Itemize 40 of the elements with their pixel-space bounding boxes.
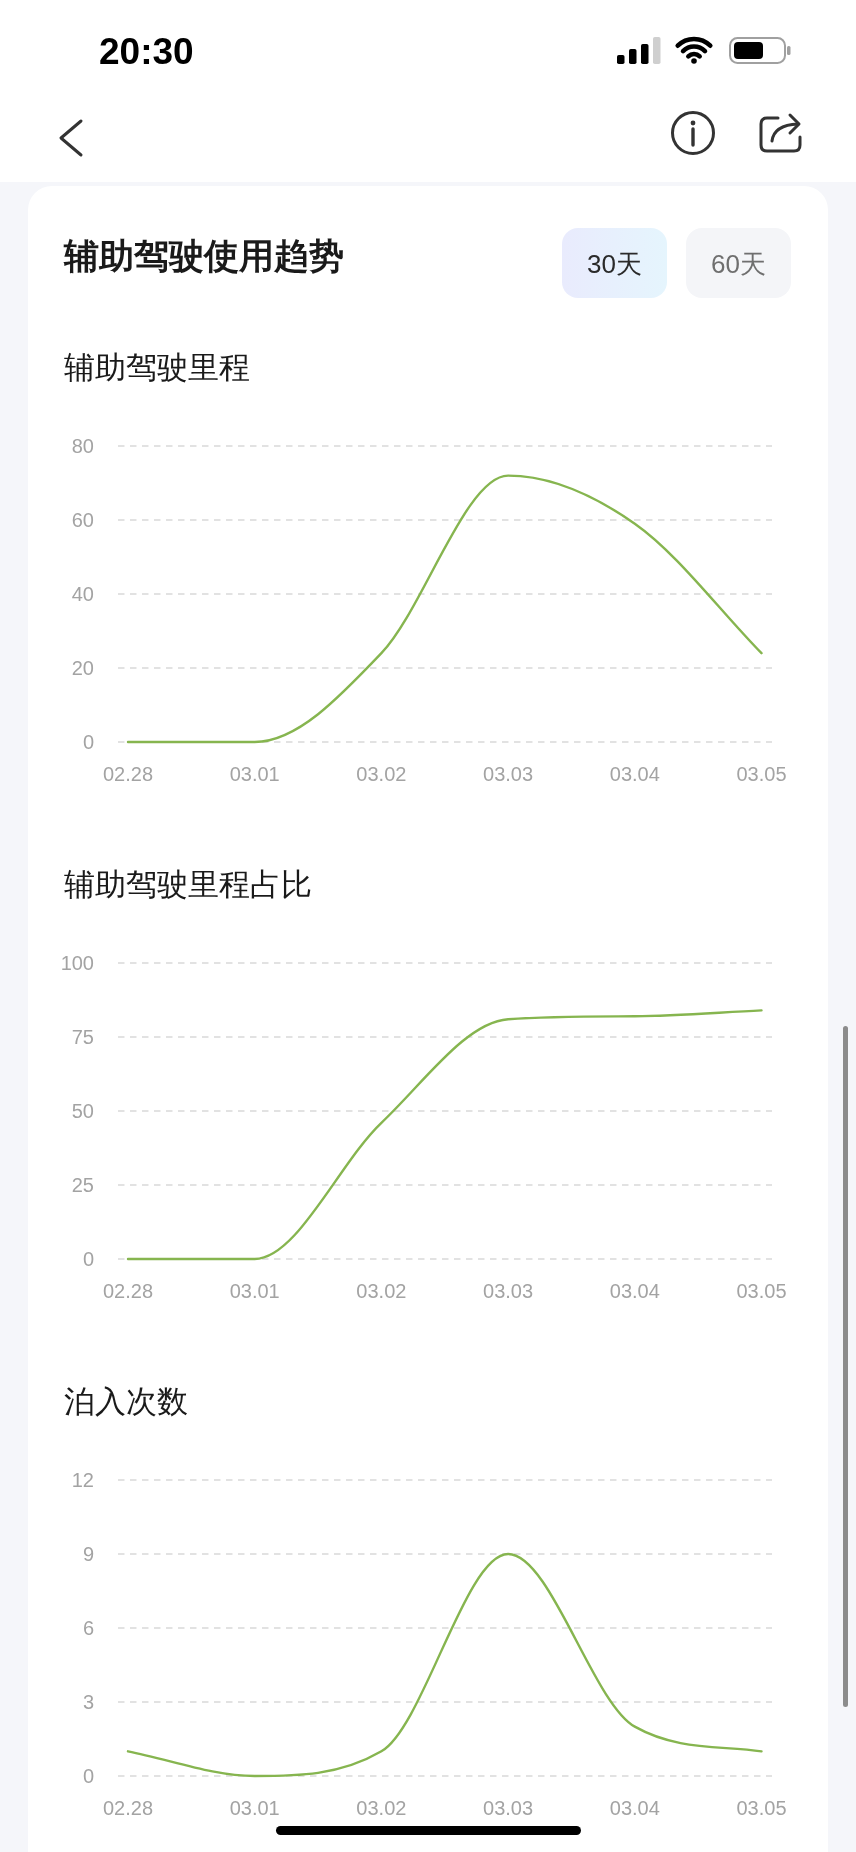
xtick-label: 03.04 [609, 1280, 660, 1302]
xtick-label: 03.02 [356, 1280, 407, 1302]
ytick-label: 50 [71, 1100, 94, 1122]
xtick-label: 03.05 [736, 1280, 787, 1302]
xtick-label: 03.05 [736, 763, 787, 785]
ytick-label: 0 [82, 1248, 94, 1270]
ytick-label: 80 [71, 435, 94, 457]
xtick-label: 02.28 [102, 1797, 154, 1819]
ytick-label: 20 [71, 657, 94, 679]
xtick-label: 03.03 [483, 1797, 534, 1819]
ytick-label: 40 [71, 583, 94, 605]
xtick-label: 02.28 [102, 763, 154, 785]
xtick-label: 03.01 [229, 1280, 280, 1302]
xtick-label: 03.03 [483, 763, 534, 785]
ytick-label: 100 [60, 952, 94, 974]
chart-title: 辅助驾驶里程 [64, 349, 250, 385]
chart-title: 辅助驾驶里程占比 [64, 866, 312, 902]
ytick-label: 75 [71, 1026, 94, 1048]
xtick-label: 03.02 [356, 1797, 407, 1819]
ytick-label: 0 [82, 1765, 94, 1787]
xtick-label: 03.03 [483, 1280, 534, 1302]
ytick-label: 3 [82, 1691, 94, 1713]
ytick-label: 25 [71, 1174, 94, 1196]
button-label: 60天 [711, 248, 766, 279]
ytick-label: 60 [71, 509, 94, 531]
xtick-label: 02.28 [102, 1280, 154, 1302]
xtick-label: 03.05 [736, 1797, 787, 1819]
status-time: 20:30 [99, 30, 194, 72]
xtick-label: 03.02 [356, 763, 407, 785]
ytick-label: 9 [82, 1543, 94, 1565]
xtick-label: 03.04 [609, 763, 660, 785]
card-title: 辅助驾驶使用趋势 [64, 235, 344, 275]
button-label: 30天 [587, 248, 642, 279]
xtick-label: 03.01 [229, 1797, 280, 1819]
ytick-label: 0 [82, 731, 94, 753]
xtick-label: 03.01 [229, 763, 280, 785]
ytick-label: 6 [82, 1617, 94, 1639]
ytick-label: 12 [71, 1469, 94, 1491]
chart-title: 泊入次数 [64, 1383, 188, 1419]
xtick-label: 03.04 [609, 1797, 660, 1819]
